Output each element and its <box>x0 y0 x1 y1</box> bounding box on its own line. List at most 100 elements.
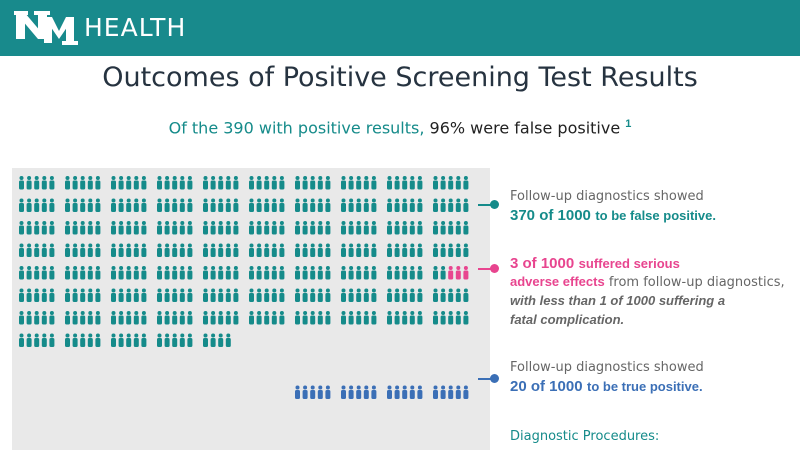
person-icon <box>302 266 308 280</box>
person-icon <box>49 333 55 347</box>
person-icon <box>19 198 24 212</box>
connector-dot <box>490 200 499 209</box>
person-icon <box>210 176 216 190</box>
connector <box>478 378 492 380</box>
person-icon <box>172 198 178 212</box>
callout-intro: Follow-up diagnostics showed <box>510 360 704 375</box>
person-icon <box>433 288 438 302</box>
person-icon <box>279 266 285 280</box>
person-icon <box>41 288 47 302</box>
person-icon <box>402 221 408 235</box>
person-icon <box>233 221 239 235</box>
connector-dot <box>490 374 499 383</box>
person-icon <box>126 311 132 325</box>
person-icon <box>111 288 116 302</box>
person-icon <box>49 266 55 280</box>
person-icon <box>463 288 469 302</box>
person-icon <box>133 243 139 257</box>
person-icon <box>394 288 400 302</box>
person-icon <box>341 385 346 399</box>
person-icon <box>141 311 147 325</box>
person-icon <box>402 385 408 399</box>
person-icon <box>394 311 400 325</box>
person-icon <box>157 198 162 212</box>
person-icon <box>65 311 70 325</box>
person-icon <box>249 221 254 235</box>
person-icon <box>463 385 469 399</box>
person-icon <box>394 198 400 212</box>
person-icon <box>65 243 70 257</box>
person-icon <box>95 243 101 257</box>
person-icon <box>19 333 24 347</box>
person-icon <box>65 288 70 302</box>
person-icon <box>187 243 193 257</box>
subtitle-emphasis: 96% were false positive <box>429 118 621 138</box>
person-icon <box>363 288 369 302</box>
person-icon <box>187 266 193 280</box>
person-icon <box>256 243 262 257</box>
person-icon <box>133 266 139 280</box>
person-icon <box>87 288 93 302</box>
person-icon <box>19 266 24 280</box>
person-icon <box>203 288 208 302</box>
person-icon <box>133 221 139 235</box>
person-icon <box>363 198 369 212</box>
person-icon <box>218 288 224 302</box>
person-icon <box>65 176 70 190</box>
person-icon <box>387 243 392 257</box>
person-icon <box>448 385 454 399</box>
person-icon <box>417 221 423 235</box>
person-icon <box>440 385 446 399</box>
person-icon <box>440 288 446 302</box>
person-icon <box>19 243 24 257</box>
person-icon <box>87 221 93 235</box>
panel <box>12 168 490 450</box>
person-icon <box>279 198 285 212</box>
person-icon <box>387 266 392 280</box>
person-icon <box>95 221 101 235</box>
person-icon <box>440 176 446 190</box>
person-icon <box>463 198 469 212</box>
person-icon <box>233 198 239 212</box>
person-icon <box>26 198 32 212</box>
person-icon <box>187 176 193 190</box>
person-icon <box>295 221 300 235</box>
person-icon <box>172 311 178 325</box>
person-icon <box>126 221 132 235</box>
person-icon <box>41 311 47 325</box>
person-icon <box>448 288 454 302</box>
person-icon <box>249 266 254 280</box>
person-icon <box>111 266 116 280</box>
person-icon <box>218 333 224 347</box>
person-icon <box>348 311 354 325</box>
person-icon <box>233 311 239 325</box>
person-icon <box>440 311 446 325</box>
person-icon <box>409 385 415 399</box>
person-icon <box>317 243 323 257</box>
person-icon <box>72 266 78 280</box>
person-icon <box>41 176 47 190</box>
person-icon <box>19 221 24 235</box>
person-icon <box>26 176 32 190</box>
person-icon <box>111 198 116 212</box>
person-icon <box>187 333 193 347</box>
callout-text: suffered serious <box>578 256 680 271</box>
person-icon <box>371 288 377 302</box>
person-icon <box>126 243 132 257</box>
person-icon <box>371 198 377 212</box>
person-icon <box>225 243 231 257</box>
person-icon <box>118 333 124 347</box>
person-icon <box>463 176 469 190</box>
person-icon <box>310 311 316 325</box>
person-icon <box>455 385 461 399</box>
person-icon <box>325 198 331 212</box>
person-icon <box>126 176 132 190</box>
person-icon <box>363 385 369 399</box>
person-icon <box>433 266 438 280</box>
callout-note: with less than 1 of 1000 suffering a <box>510 293 726 308</box>
callout-highlight: 370 of 1000 <box>510 207 591 224</box>
person-icon <box>87 311 93 325</box>
person-icon <box>249 288 254 302</box>
